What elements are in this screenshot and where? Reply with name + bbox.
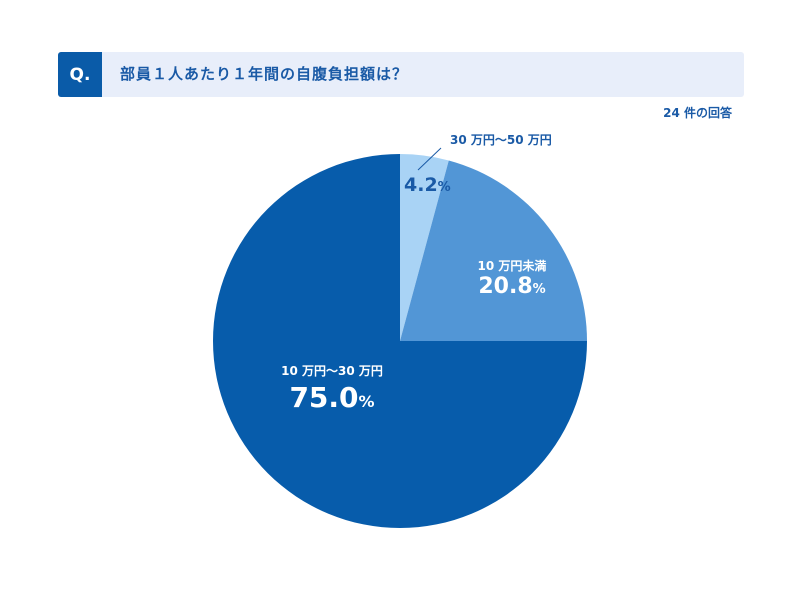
slice-under-10 <box>400 160 587 341</box>
percent-sign: % <box>532 282 546 297</box>
label-30-50: 30 万円～50 万円 <box>450 131 552 148</box>
question-title: 部員１人あたり１年間の自腹負担額は？ <box>120 65 409 83</box>
question-badge: Q. <box>58 52 102 97</box>
question-header-bar <box>58 52 744 97</box>
label-under-10: 10 万円未満 20.8% <box>452 257 572 299</box>
slice-10-30 <box>213 154 587 528</box>
category-label: 10 万円～30 万円 <box>281 364 383 378</box>
percent-sign: % <box>358 392 375 411</box>
slice-30-50 <box>400 154 449 341</box>
value-text: 75.0 <box>289 381 359 414</box>
response-count: 24 件の回答 <box>663 106 732 120</box>
callout-line <box>417 147 442 171</box>
value-30-50: 4.2% <box>404 174 451 196</box>
value-text: 4.2 <box>404 174 438 196</box>
category-label: 10 万円未満 <box>477 259 547 273</box>
value-text: 20.8 <box>478 274 533 299</box>
label-10-30: 10 万円～30 万円 75.0% <box>262 362 402 414</box>
category-label: 30 万円～50 万円 <box>450 133 552 147</box>
percent-sign: % <box>437 180 451 195</box>
